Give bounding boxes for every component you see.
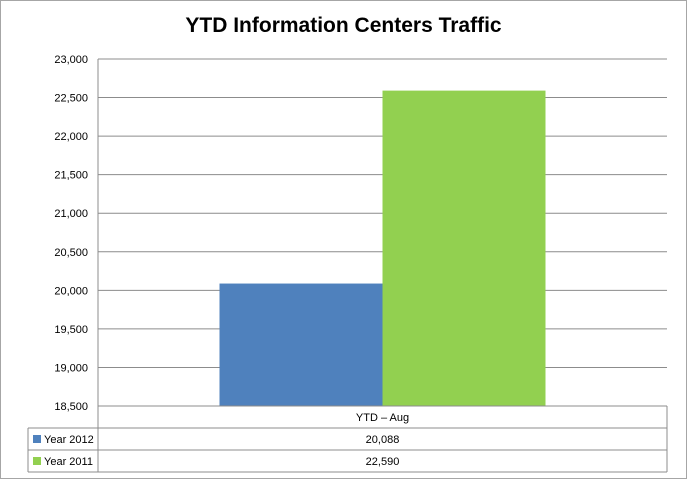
bar-year-2012 <box>219 283 383 406</box>
y-tick-label: 21,500 <box>54 170 88 182</box>
data-label: 22,590 <box>366 456 400 468</box>
legend-swatch <box>33 457 41 465</box>
y-tick-label: 19,500 <box>54 324 88 336</box>
y-tick-label: 21,000 <box>54 208 88 220</box>
y-tick-label: 20,500 <box>54 247 88 259</box>
bar-year-2011 <box>382 90 546 407</box>
legend-label: Year 2011 <box>44 456 93 468</box>
y-tick-label: 22,000 <box>54 131 88 143</box>
y-tick-label: 23,000 <box>54 54 88 66</box>
legend-label: Year 2012 <box>44 434 94 446</box>
y-tick-label: 20,000 <box>54 285 88 297</box>
y-tick-label: 18,500 <box>54 401 88 413</box>
y-tick-label: 19,000 <box>54 362 88 374</box>
y-tick-label: 22,500 <box>54 93 88 105</box>
chart-title: YTD Information Centers Traffic <box>185 14 502 37</box>
legend-swatch <box>33 435 41 443</box>
category-label: YTD – Aug <box>356 412 409 424</box>
data-label: 20,088 <box>366 434 400 446</box>
